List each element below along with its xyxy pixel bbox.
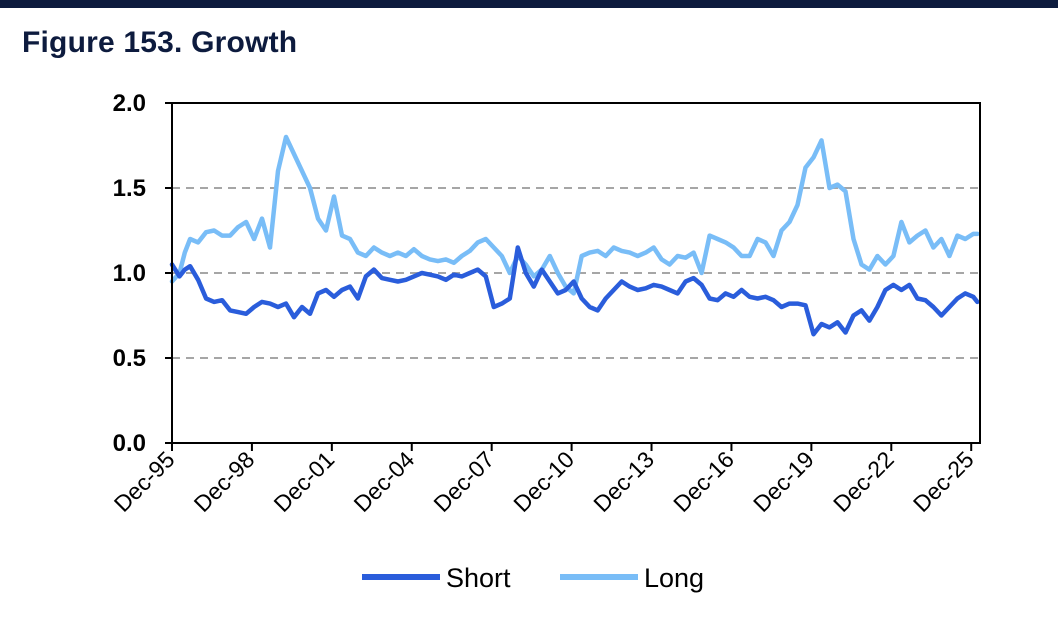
gridlines	[172, 187, 980, 359]
figure-title: Figure 153. Growth	[22, 26, 298, 59]
y-tick-label: 0.5	[113, 345, 146, 372]
x-tick-label: Dec-07	[428, 446, 499, 517]
x-tick-label: Dec-98	[189, 446, 260, 517]
y-tick-label: 0.0	[113, 430, 146, 457]
y-tick-label: 2.0	[113, 90, 146, 117]
legend-label-short: Short	[446, 563, 511, 593]
plot-frame	[171, 102, 981, 444]
y-axis: 0.0 0.5 1.0 1.5 2.0	[113, 90, 172, 457]
x-tick-label: Dec-16	[668, 446, 739, 517]
x-tick-label: Dec-01	[269, 446, 340, 517]
x-tick-label: Dec-22	[828, 446, 899, 517]
x-tick-label: Dec-04	[348, 446, 419, 517]
series-line-short	[169, 245, 980, 337]
x-tick-label: Dec-19	[748, 446, 819, 517]
x-tick-label: Dec-13	[588, 446, 659, 517]
y-tick-label: 1.0	[113, 260, 146, 287]
legend: Short Long	[362, 563, 704, 593]
top-rule	[0, 0, 1058, 8]
y-tick-label: 1.5	[113, 175, 146, 202]
legend-label-long: Long	[644, 563, 704, 593]
series-line-long	[169, 134, 980, 296]
series-lines	[169, 134, 980, 337]
x-tick-label: Dec-25	[908, 446, 979, 517]
x-tick-label: Dec-10	[508, 446, 579, 517]
x-axis: Dec-95 Dec-98 Dec-01 Dec-04 Dec-07 Dec-10 Dec-…	[109, 443, 979, 517]
